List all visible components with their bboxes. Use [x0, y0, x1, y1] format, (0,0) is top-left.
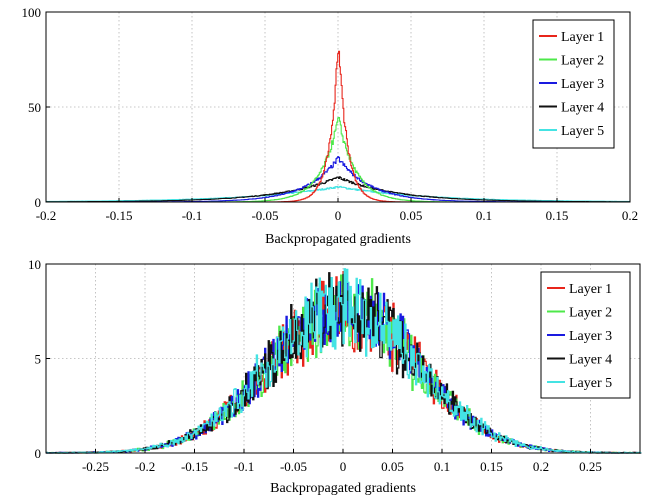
x-axis-label: Backpropagated gradients — [265, 232, 411, 247]
x-tick-label: -0.2 — [135, 459, 156, 474]
legend-label: Layer 5 — [569, 376, 612, 391]
x-tick-label: -0.05 — [280, 459, 307, 474]
legend-label: Layer 2 — [569, 306, 612, 321]
x-tick-labels: -0.25 -0.2 -0.15 -0.1 -0.05 0 0.05 0.1 0.15 0.2 0.… — [82, 449, 602, 474]
x-tick-label: -0.2 — [36, 208, 57, 223]
x-tick-label: 0.1 — [434, 459, 450, 474]
series-line-layer-5 — [46, 268, 642, 454]
legend-label: Layer 3 — [569, 329, 612, 344]
series-line-layer-4 — [46, 176, 631, 203]
legend-label: Layer 1 — [569, 282, 612, 297]
legend-label: Layer 4 — [561, 101, 604, 116]
x-axis-label: Backpropagated gradients — [270, 481, 416, 496]
x-tick-labels: -0.2 -0.15 -0.1 -0.05 0 0.05 0.1 0.15 0.2 — [36, 198, 638, 223]
x-tick-label: 0.1 — [476, 208, 492, 223]
y-tick-label: 50 — [28, 100, 41, 115]
y-tick-label: 0 — [35, 446, 42, 461]
x-tick-label: -0.25 — [82, 459, 109, 474]
x-tick-label: -0.1 — [234, 459, 255, 474]
x-tick-label: -0.15 — [105, 208, 132, 223]
legend: Layer 1 Layer 2 Layer 3 Layer 4 Layer 5 — [540, 271, 631, 399]
x-tick-label: -0.05 — [251, 208, 278, 223]
x-tick-label: -0.1 — [182, 208, 203, 223]
x-tick-label: 0 — [340, 459, 347, 474]
y-tick-labels: 0 50 100 — [22, 5, 50, 210]
y-tick-label: 100 — [22, 5, 42, 20]
x-tick-label: 0.2 — [622, 208, 638, 223]
y-tick-label: 5 — [35, 352, 42, 367]
legend-label: Layer 3 — [561, 77, 604, 92]
top-histogram-chart: -0.2 -0.15 -0.1 -0.05 0 0.05 0.1 0.15 0.2 0 50 100… — [22, 5, 639, 247]
series-group — [46, 268, 642, 454]
series-line-layer-5 — [46, 185, 631, 203]
x-tick-label: 0.05 — [381, 459, 404, 474]
legend-label: Layer 4 — [569, 353, 612, 368]
x-tick-label: 0 — [335, 208, 342, 223]
legend-label: Layer 5 — [561, 124, 604, 139]
y-tick-label: 0 — [35, 195, 42, 210]
x-tick-label: 0.15 — [480, 459, 503, 474]
x-tick-label: 0.2 — [533, 459, 549, 474]
y-tick-labels: 0 5 10 — [28, 257, 50, 461]
legend-label: Layer 1 — [561, 30, 604, 45]
x-tick-label: -0.15 — [181, 459, 208, 474]
x-tick-label: 0.15 — [546, 208, 569, 223]
x-tick-label: 0.25 — [579, 459, 602, 474]
legend: Layer 1 Layer 2 Layer 3 Layer 4 Layer 5 — [532, 19, 615, 149]
y-tick-label: 10 — [28, 257, 41, 272]
legend-label: Layer 2 — [561, 54, 604, 69]
x-tick-label: 0.05 — [400, 208, 423, 223]
bottom-histogram-chart: -0.25 -0.2 -0.15 -0.1 -0.05 0 0.05 0.1 0.15 0.2 0.… — [28, 257, 642, 496]
